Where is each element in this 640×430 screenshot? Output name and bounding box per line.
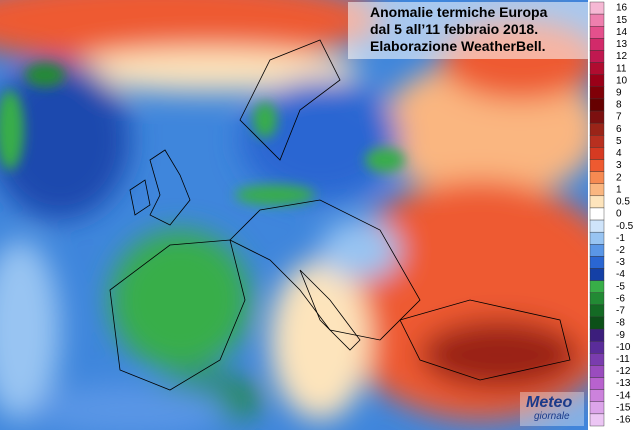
scale-swatch [589,377,605,390]
scale-label: -12 [616,366,631,377]
map-title: Anomalie termiche Europa dal 5 all’11 fe… [348,2,588,59]
scale-swatch [589,135,605,148]
scale-label: 15 [616,15,628,26]
scale-swatch [589,86,605,100]
scale-label: -5 [616,281,625,292]
scale-label: -16 [616,415,631,426]
scale-swatch [589,13,605,27]
coastlines [109,39,571,391]
color-scale: 161514131211109876543210.50-0.5-1-2-3-4-… [589,1,634,427]
scale-label: 13 [616,39,628,50]
scale-swatch [589,341,605,354]
scale-swatch [589,183,605,197]
scale-label: -7 [616,306,625,317]
scale-label: 6 [616,124,622,135]
scale-swatch [589,219,605,233]
scale-swatch [589,353,605,366]
scale-swatch [589,231,605,245]
scale-swatch [589,159,605,172]
scale-label: -6 [616,293,625,304]
scale-label: 9 [616,87,622,98]
scale-label: -8 [616,318,625,329]
scale-swatch [589,26,605,39]
scale-swatch [589,316,605,330]
scale-label: 0.5 [616,197,630,208]
scale-swatch [589,98,605,112]
scale-swatch [589,256,605,269]
scale-swatch [589,62,605,75]
scale-label: -11 [616,354,630,365]
scale-label: 14 [616,27,628,38]
scale-swatch [589,268,605,281]
scale-swatch [589,413,605,427]
scale-swatch [589,74,605,88]
scale-label: 16 [616,3,628,14]
scale-swatch [589,195,605,209]
scale-label: -2 [616,245,625,256]
scale-label: 8 [616,100,622,111]
scale-swatch [589,244,605,257]
scale-swatch [589,389,605,402]
scale-label: 3 [616,160,622,171]
logo-text: giornale [534,411,570,422]
logo: Meteo giornale [520,392,584,426]
scale-swatch [589,401,605,415]
scale-swatch [589,328,605,342]
scale-label: 11 [616,63,627,74]
scale-label: -13 [616,378,631,389]
scale-swatch [589,110,605,124]
scale-swatch [589,280,605,293]
title-line: Elaborazione WeatherBell. [370,38,546,54]
scale-swatch [589,147,605,160]
title-line: Anomalie termiche Europa [370,4,548,20]
scale-label: -9 [616,330,625,341]
scale-label: -3 [616,257,625,268]
scale-swatch [589,304,605,318]
scale-label: -4 [616,269,625,280]
scale-label: 2 [616,172,622,183]
scale-label: 10 [616,75,628,86]
scale-label: 7 [616,112,622,123]
scale-label: 0 [616,209,622,220]
scale-swatch [589,38,605,51]
scale-swatch [589,171,605,184]
scale-swatch [589,292,605,306]
scale-label: 12 [616,51,628,62]
scale-label: 4 [616,148,622,159]
scale-label: -15 [616,402,631,413]
logo-text: Meteo [526,394,573,411]
scale-label: -1 [616,233,625,244]
scale-label: -10 [616,342,631,353]
scale-label: -14 [616,390,631,401]
anomaly-field [0,0,588,430]
scale-swatch [589,122,605,136]
scale-swatch [589,1,605,15]
cold-patches [0,63,405,205]
scale-label: 1 [616,184,622,195]
title-line: dal 5 all’11 febbraio 2018. [370,21,539,37]
scale-swatch [589,50,605,63]
scale-swatch [589,207,605,221]
scale-label: 5 [616,136,622,147]
scale-label: -0.5 [616,221,634,232]
anomaly-map [0,0,588,430]
scale-swatch [589,365,605,378]
